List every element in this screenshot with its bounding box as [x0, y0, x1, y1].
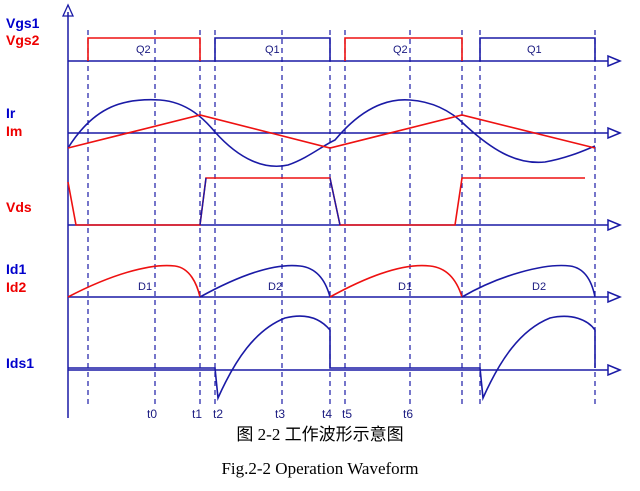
- id2-pulse-1: [199, 264, 331, 298]
- diode-label-2: D2: [268, 281, 282, 293]
- tick-t2: t2: [213, 407, 223, 421]
- time-markers: [87, 30, 596, 408]
- diode-label-4: D2: [532, 281, 546, 293]
- vds-waveform: [67, 177, 585, 226]
- label-im: Im: [6, 123, 22, 139]
- baseline-ids-arrow: [607, 363, 622, 377]
- label-vgs2: Vgs2: [6, 32, 40, 48]
- tick-t3: t3: [275, 407, 285, 421]
- diode-label-1: D1: [138, 281, 152, 293]
- tick-t1: t1: [192, 407, 202, 421]
- ir-waveform: [67, 98, 596, 167]
- vgs1-pulse-1: [214, 37, 331, 61]
- ids1-waveform-1: [68, 315, 596, 402]
- tick-t6: t6: [403, 407, 413, 421]
- baseline-vgs-arrow: [607, 54, 622, 68]
- vgs2-pulse-1: [87, 37, 201, 61]
- label-ir: Ir: [6, 105, 16, 121]
- time-axis-arrow: [61, 3, 75, 17]
- id1-pulse-2: [329, 264, 463, 298]
- im-waveform: [67, 114, 596, 149]
- vgs2-pulse-2: [344, 37, 463, 61]
- label-vgs1: Vgs1: [6, 15, 40, 31]
- gate-pulses: [87, 37, 596, 61]
- vgs1-pulse-2: [479, 37, 596, 61]
- diode-label-3: D1: [398, 281, 412, 293]
- id2-pulse-2: [461, 264, 596, 298]
- gate-label-1: Q2: [136, 44, 151, 56]
- label-ids1: Ids1: [6, 355, 34, 371]
- baselines: [68, 54, 622, 377]
- tick-t4: t4: [322, 407, 332, 421]
- id1-pulse-1: [67, 264, 201, 298]
- vds-waveform-shadow: [199, 177, 341, 226]
- label-id2: Id2: [6, 279, 26, 295]
- caption-chinese: 图 2-2 工作波形示意图: [236, 425, 403, 444]
- gate-label-2: Q1: [265, 44, 280, 56]
- baseline-vds-arrow: [607, 218, 622, 232]
- gate-label-4: Q1: [527, 44, 542, 56]
- tick-t0: t0: [147, 407, 157, 421]
- gate-label-3: Q2: [393, 44, 408, 56]
- label-vds: Vds: [6, 199, 32, 215]
- baseline-id-arrow: [607, 290, 622, 304]
- tick-t5: t5: [342, 407, 352, 421]
- label-id1: Id1: [6, 261, 26, 277]
- caption-english: Fig.2-2 Operation Waveform: [221, 459, 418, 478]
- baseline-ir-arrow: [607, 126, 622, 140]
